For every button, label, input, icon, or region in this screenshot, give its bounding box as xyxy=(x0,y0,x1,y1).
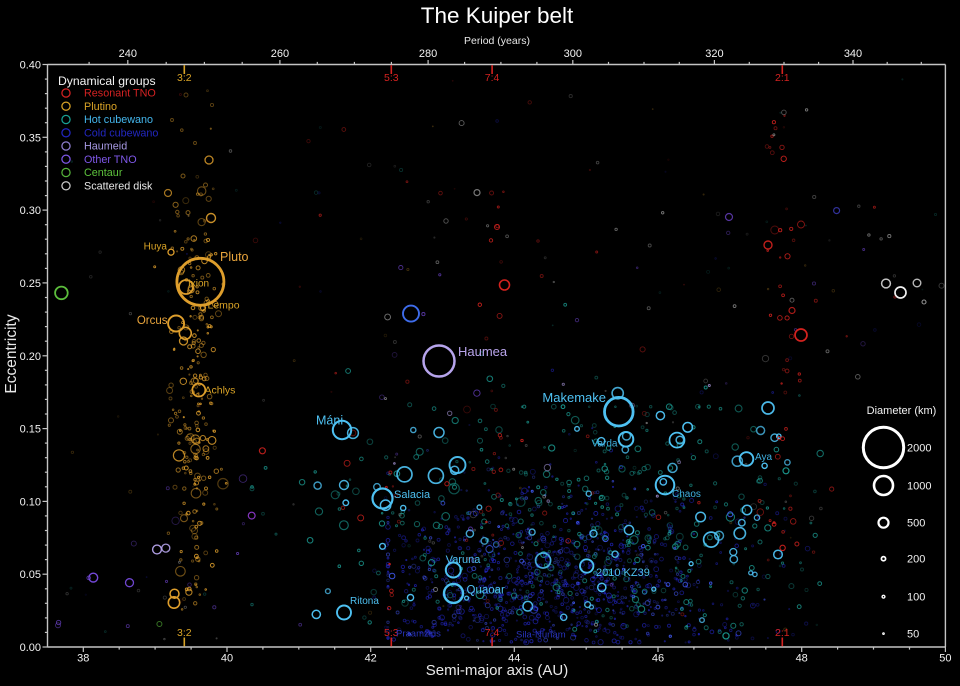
svg-text:Salacia: Salacia xyxy=(394,489,431,501)
svg-text:500: 500 xyxy=(907,518,925,530)
svg-text:0.15: 0.15 xyxy=(20,424,41,436)
svg-text:38: 38 xyxy=(77,653,89,665)
svg-text:Other TNO: Other TNO xyxy=(84,154,137,166)
svg-text:Period (years): Period (years) xyxy=(464,35,530,47)
svg-text:Aya: Aya xyxy=(755,452,772,463)
svg-text:Dynamical groups: Dynamical groups xyxy=(58,74,156,88)
svg-text:44: 44 xyxy=(508,653,520,665)
svg-text:7:4: 7:4 xyxy=(485,627,500,639)
svg-text:Centaur: Centaur xyxy=(84,167,123,179)
svg-text:0.20: 0.20 xyxy=(20,351,41,363)
svg-text:280: 280 xyxy=(419,48,437,60)
svg-text:2:1: 2:1 xyxy=(775,627,790,639)
svg-text:2000: 2000 xyxy=(907,443,931,455)
svg-text:100: 100 xyxy=(907,592,925,604)
svg-text:3:2: 3:2 xyxy=(177,627,192,639)
svg-text:320: 320 xyxy=(705,48,723,60)
svg-text:Sila-Nunam: Sila-Nunam xyxy=(516,630,566,641)
svg-text:7:4: 7:4 xyxy=(485,72,500,84)
svg-text:Cold cubewano: Cold cubewano xyxy=(84,127,158,139)
svg-text:260: 260 xyxy=(271,48,289,60)
svg-text:48: 48 xyxy=(796,653,808,665)
svg-text:5:3: 5:3 xyxy=(384,627,399,639)
svg-text:Ritona: Ritona xyxy=(350,596,379,607)
svg-text:Scattered disk: Scattered disk xyxy=(84,180,153,192)
svg-text:340: 340 xyxy=(844,48,862,60)
svg-text:2:1: 2:1 xyxy=(775,72,790,84)
svg-text:0.25: 0.25 xyxy=(20,278,41,290)
svg-text:Diameter (km): Diameter (km) xyxy=(867,405,937,417)
svg-text:0.00: 0.00 xyxy=(20,642,41,654)
svg-text:Lempo: Lempo xyxy=(208,300,240,312)
svg-text:0.30: 0.30 xyxy=(20,205,41,217)
svg-text:Chaos: Chaos xyxy=(672,489,701,500)
svg-text:50: 50 xyxy=(939,653,951,665)
svg-text:Orcus: Orcus xyxy=(137,315,168,327)
svg-text:240: 240 xyxy=(119,48,137,60)
svg-text:3:2: 3:2 xyxy=(177,72,192,84)
svg-text:Resonant TNO: Resonant TNO xyxy=(84,88,156,100)
svg-text:Huya: Huya xyxy=(144,242,168,253)
svg-text:Quaoar: Quaoar xyxy=(467,585,506,597)
svg-text:Semi-major axis (AU): Semi-major axis (AU) xyxy=(426,662,569,679)
svg-text:0.05: 0.05 xyxy=(20,569,41,581)
svg-text:The Kuiper belt: The Kuiper belt xyxy=(421,3,574,28)
svg-text:50: 50 xyxy=(907,629,919,641)
svg-text:46: 46 xyxy=(652,653,664,665)
svg-text:Eccentricity: Eccentricity xyxy=(3,314,20,393)
svg-text:Varuna: Varuna xyxy=(446,554,482,566)
svg-text:2010 KZ39: 2010 KZ39 xyxy=(596,567,650,579)
svg-text:200: 200 xyxy=(907,554,925,566)
svg-text:Praamzius: Praamzius xyxy=(396,629,441,640)
svg-text:Pluto: Pluto xyxy=(220,250,249,264)
svg-text:Varda: Varda xyxy=(592,439,618,450)
svg-text:Haumea: Haumea xyxy=(458,344,508,359)
svg-text:Makemake: Makemake xyxy=(542,390,606,405)
svg-text:Hot cubewano: Hot cubewano xyxy=(84,114,153,126)
svg-text:Achlys: Achlys xyxy=(205,385,236,397)
svg-text:1000: 1000 xyxy=(907,481,931,493)
svg-text:0.35: 0.35 xyxy=(20,132,41,144)
svg-text:0.40: 0.40 xyxy=(20,60,41,72)
svg-text:Haumeid: Haumeid xyxy=(84,141,127,153)
svg-text:Plutino: Plutino xyxy=(84,101,117,113)
svg-text:42: 42 xyxy=(365,653,377,665)
svg-text:5:3: 5:3 xyxy=(384,72,399,84)
svg-text:0.10: 0.10 xyxy=(20,496,41,508)
svg-text:300: 300 xyxy=(564,48,582,60)
svg-text:Ixion: Ixion xyxy=(188,279,209,290)
svg-text:Máni: Máni xyxy=(316,414,343,428)
svg-text:40: 40 xyxy=(221,653,233,665)
